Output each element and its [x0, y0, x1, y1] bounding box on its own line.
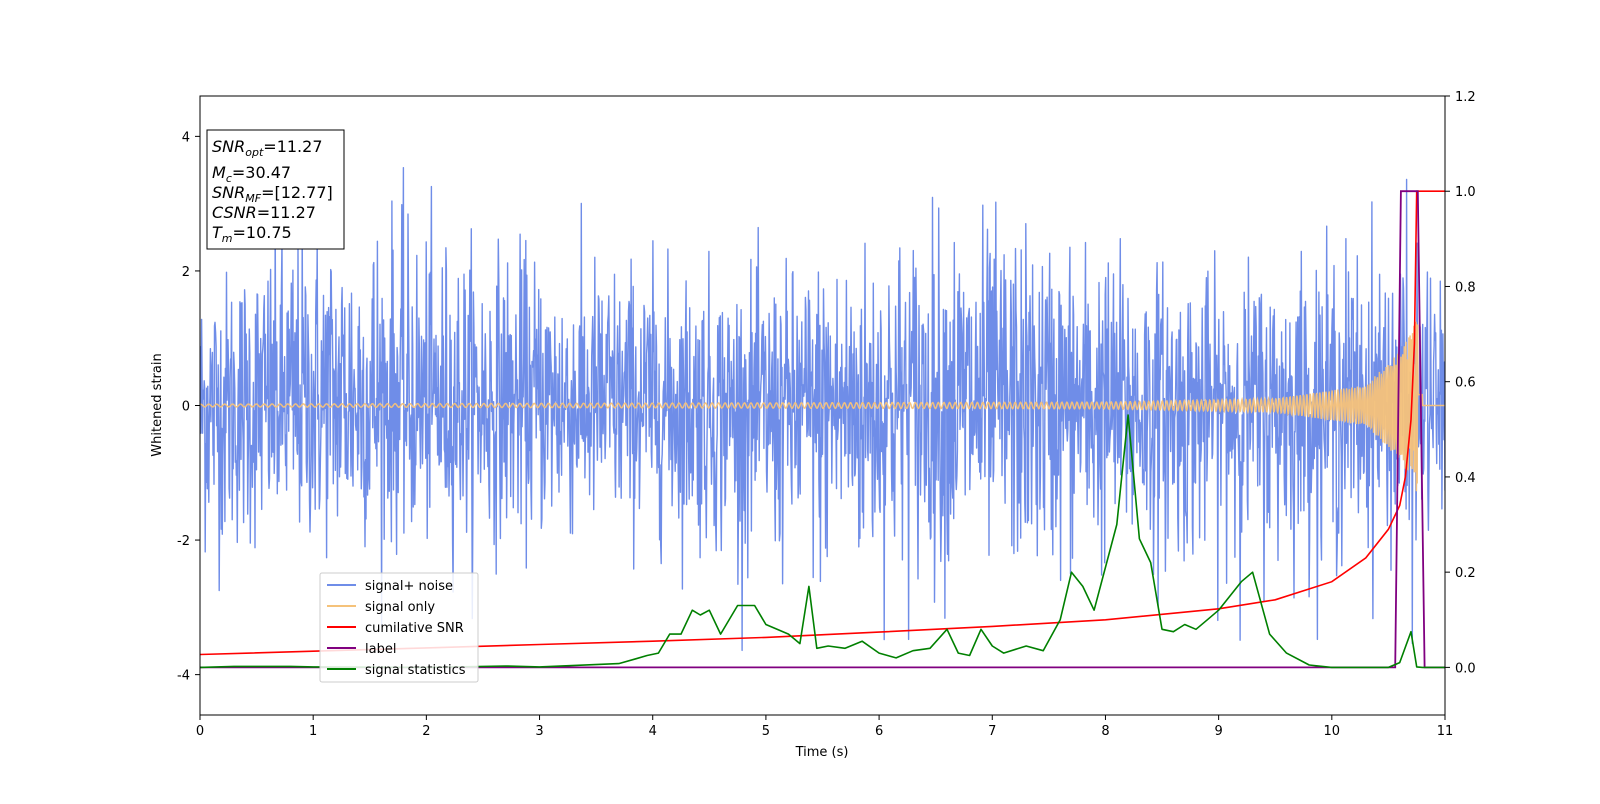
x-tick-label: 9 [1214, 724, 1222, 739]
y2-tick-label: 0.2 [1455, 566, 1476, 581]
x-tick-label: 3 [535, 724, 543, 739]
series-signal-statistics-line [200, 414, 1445, 669]
tm-label: Tm=10.75 [212, 223, 292, 245]
y2-tick-label: 0.0 [1455, 661, 1476, 676]
series-signal-noise-line [200, 166, 1445, 652]
y-axis-left: 4 2 0 -2 -4 [177, 130, 200, 684]
plot-area [200, 166, 1445, 669]
legend-label-signal-only: signal only [365, 600, 435, 615]
y-axis-label: Whitened strain [150, 353, 165, 456]
info-annotation: SNRopt=11.27 Mc=30.47 SNRMF=[12.77] CSNR… [206, 129, 345, 250]
x-tick-label: 8 [1101, 724, 1109, 739]
mc-value: =30.47 [232, 163, 291, 182]
legend-label-signal-noise: signal+ noise [365, 579, 453, 594]
legend-label-label: label [365, 642, 396, 657]
x-tick-label: 4 [649, 724, 657, 739]
snr-mf-value: =[12.77] [261, 183, 333, 202]
x-axis: 0 1 2 3 4 5 6 7 8 9 10 11 [196, 715, 1453, 739]
legend: signal+ noise signal only cumilative SNR… [319, 572, 479, 683]
x-tick-label: 7 [988, 724, 996, 739]
y2-tick-label: 0.6 [1455, 376, 1476, 391]
x-tick-label: 10 [1324, 724, 1341, 739]
y-tick-label: 2 [182, 265, 190, 280]
y2-tick-label: 0.4 [1455, 471, 1476, 486]
x-tick-label: 5 [762, 724, 770, 739]
series-cumilative-snr-line [200, 190, 1445, 656]
legend-label-signal-statistics: signal statistics [365, 663, 466, 678]
y-tick-label: -4 [177, 669, 190, 684]
x-axis-label: Time (s) [795, 745, 849, 760]
y-axis-right: 1.2 1.0 0.8 0.6 0.4 0.2 0.0 [1445, 90, 1476, 676]
snr-opt-label: SNRopt=11.27 [212, 137, 323, 159]
csnr-value: =11.27 [257, 203, 316, 222]
y2-tick-label: 1.2 [1455, 90, 1476, 105]
x-tick-label: 6 [875, 724, 883, 739]
legend-label-cumilative-snr: cumilative SNR [365, 621, 464, 636]
x-tick-label: 1 [309, 724, 317, 739]
csnr-label: CSNR=11.27 [212, 203, 316, 222]
tm-value: =10.75 [233, 223, 292, 242]
series-signal-only-line [200, 321, 1445, 492]
mc-label: Mc=30.47 [212, 163, 291, 185]
snr-opt-value: =11.27 [263, 137, 322, 156]
y-tick-label: 4 [182, 130, 190, 145]
y-tick-label: 0 [182, 400, 190, 415]
x-tick-label: 2 [422, 724, 430, 739]
x-tick-label: 11 [1437, 724, 1454, 739]
x-tick-label: 0 [196, 724, 204, 739]
y2-tick-label: 0.8 [1455, 280, 1476, 295]
y-tick-label: -2 [177, 534, 190, 549]
snr-mf-label: SNRMF=[12.77] [212, 183, 333, 205]
y2-tick-label: 1.0 [1455, 185, 1476, 200]
